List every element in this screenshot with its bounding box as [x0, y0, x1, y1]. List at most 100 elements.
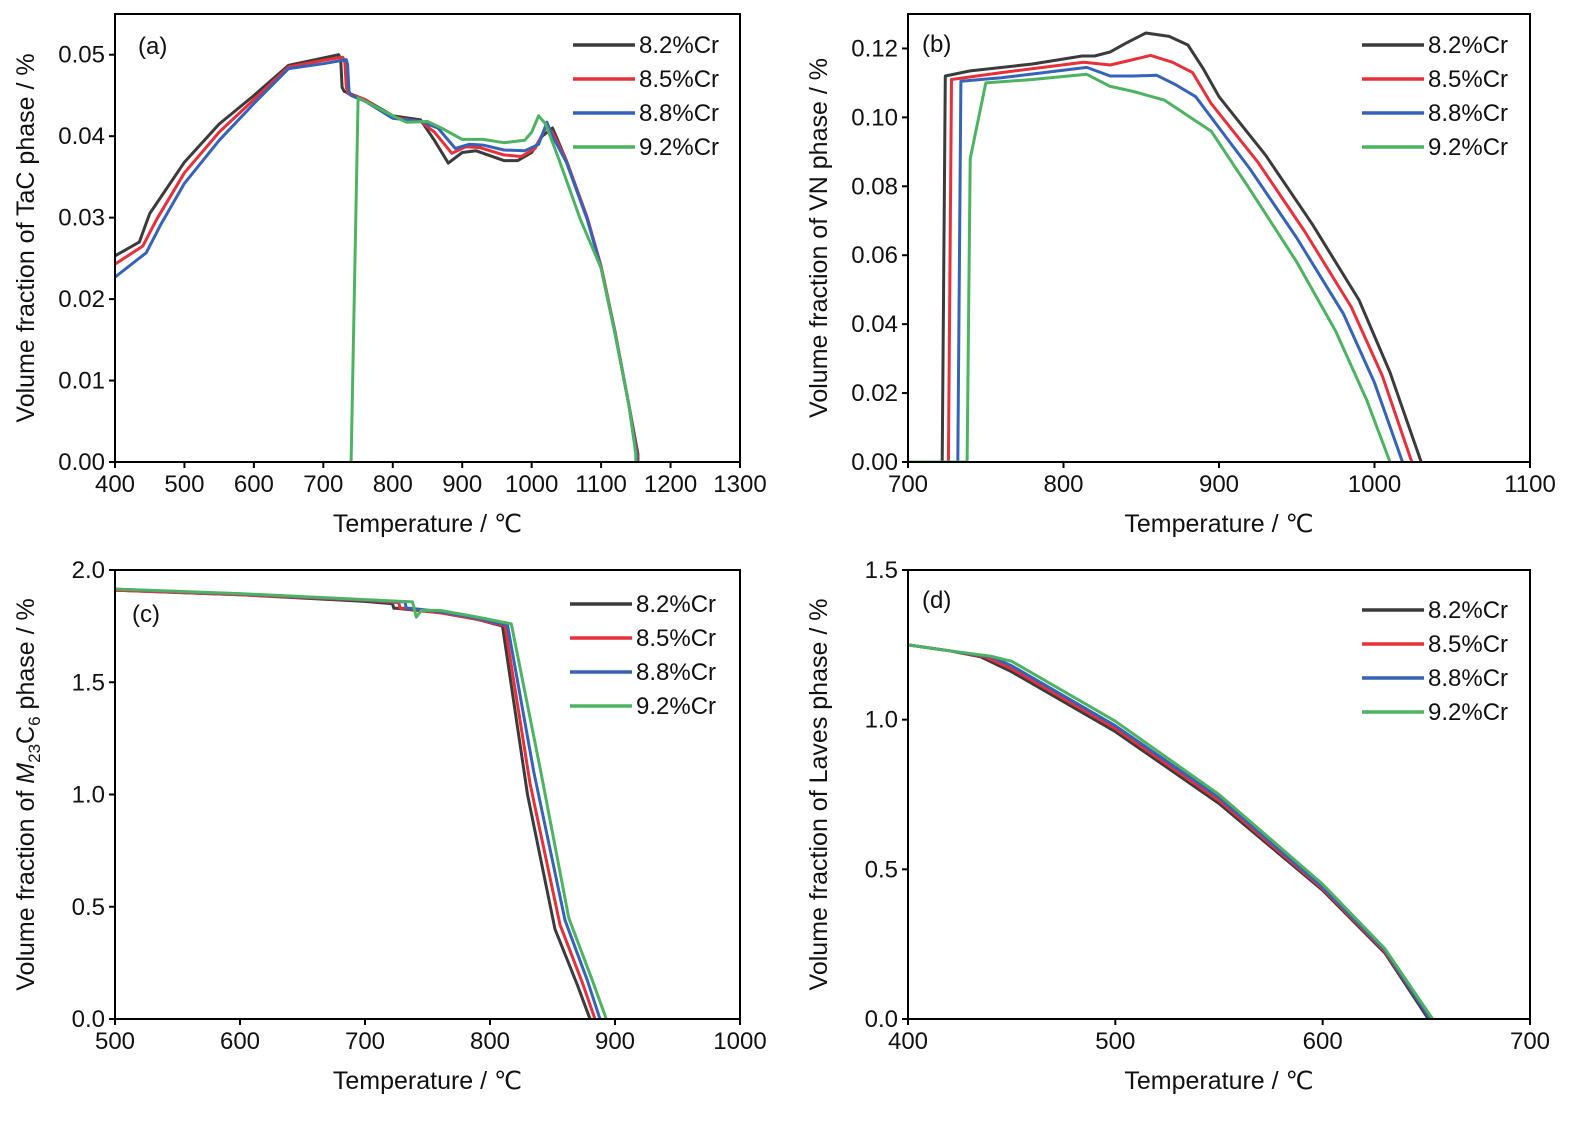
series-line-8.2pct-cr — [908, 31, 1423, 462]
y-tick-label: 0.05 — [58, 42, 105, 69]
panel-label-b: (b) — [922, 31, 951, 58]
legend-c: 8.2%Cr 8.5%Cr 8.8%Cr 9.2%Cr — [570, 591, 716, 720]
series-line-9.2pct-cr — [349, 96, 638, 462]
plot-area-b — [908, 31, 1423, 462]
x-tick-label: 700 — [345, 1028, 385, 1055]
series-line-8.5pct-cr — [115, 588, 597, 1019]
y-axis-title: Volume fraction of Laves phase / % — [805, 599, 833, 991]
series-line-8.8pct-cr — [908, 643, 1432, 1019]
plot-area-d — [908, 643, 1435, 1019]
legend-label: 8.2%Cr — [639, 32, 719, 59]
legend-label: 9.2%Cr — [639, 134, 719, 161]
x-tick-label: 1000 — [713, 1028, 766, 1055]
series-line-8.5pct-cr — [908, 643, 1432, 1019]
y-tick-label: 0.04 — [58, 123, 105, 150]
y-tick-label: 1.0 — [865, 707, 898, 734]
legend-a: 8.2%Cr 8.5%Cr 8.8%Cr 9.2%Cr — [573, 32, 719, 161]
y-tick-label: 0.10 — [851, 104, 898, 131]
y-tick-label: 0.12 — [851, 35, 898, 62]
x-tick-label: 900 — [442, 471, 482, 498]
y-tick-label: 0.04 — [851, 311, 898, 338]
plot-area-a — [115, 53, 640, 462]
panel-d: 400 500 600 700 0.0 0.5 1.0 1.5 Temperature / ℃ V… — [805, 557, 1550, 1095]
x-tick-label: 700 — [888, 471, 928, 498]
legend-label: 8.5%Cr — [636, 625, 716, 652]
y-tick-label: 0.0 — [72, 1006, 105, 1033]
y-tick-label: 0.5 — [865, 856, 898, 883]
series-line-8.8pct-cr — [115, 587, 602, 1019]
legend-d: 8.2%Cr 8.5%Cr 8.8%Cr 9.2%Cr — [1362, 597, 1508, 726]
x-tick-label: 400 — [888, 1028, 928, 1055]
y-tick-label: 0.01 — [58, 368, 105, 395]
x-tick-label: 500 — [164, 471, 204, 498]
y-axis-title: Volume fraction of TaC phase / % — [12, 53, 40, 422]
x-tick-label: 1000 — [1348, 471, 1401, 498]
series-line-8.8pct-cr — [908, 65, 1404, 462]
x-tick-label: 600 — [220, 1028, 260, 1055]
x-axis-title: Temperature / ℃ — [1124, 1067, 1313, 1095]
panel-a: 400 500 600 700 800 900 1000 1100 1200 1300 0.00 0.… — [12, 13, 767, 538]
x-axis-title: Temperature / ℃ — [333, 510, 522, 538]
series-line-8.2pct-cr — [115, 53, 640, 462]
y-tick-label: 0.0 — [865, 1006, 898, 1033]
plot-area-c — [115, 587, 608, 1019]
x-tick-label: 600 — [1303, 1028, 1343, 1055]
series-line-8.5pct-cr — [908, 53, 1414, 462]
x-tick-label: 500 — [95, 1028, 135, 1055]
panel-label-a: (a) — [138, 33, 167, 60]
legend-label: 8.2%Cr — [636, 591, 716, 618]
x-tick-label: 700 — [303, 471, 343, 498]
y-tick-label: 0.08 — [851, 173, 898, 200]
series-line-9.2pct-cr — [908, 72, 1392, 462]
y-tick-label: 0.00 — [851, 449, 898, 476]
x-tick-label: 400 — [95, 471, 135, 498]
x-tick-label: 1100 — [1504, 471, 1556, 498]
series-line-8.5pct-cr — [115, 55, 639, 462]
x-tick-label: 1100 — [575, 471, 627, 498]
legend-label: 8.8%Cr — [1428, 665, 1508, 692]
panel-label-c: (c) — [132, 601, 160, 628]
y-axis-title: Volume fraction of M23C6 phase / % — [12, 598, 44, 990]
x-tick-label: 900 — [595, 1028, 635, 1055]
x-tick-label: 600 — [234, 471, 274, 498]
legend-label: 9.2%Cr — [636, 693, 716, 720]
y-tick-label: 1.5 — [72, 669, 105, 696]
x-tick-label: 800 — [470, 1028, 510, 1055]
legend-b: 8.2%Cr 8.5%Cr 8.8%Cr 9.2%Cr — [1362, 32, 1508, 161]
legend-label: 8.5%Cr — [1428, 631, 1508, 658]
y-axis-title: Volume fraction of VN phase / % — [805, 58, 833, 418]
x-tick-label: 800 — [373, 471, 413, 498]
x-tick-label: 1000 — [505, 471, 558, 498]
y-tick-label: 1.0 — [72, 782, 105, 809]
legend-label: 8.2%Cr — [1428, 597, 1508, 624]
x-axis-title: Temperature / ℃ — [333, 1067, 522, 1095]
x-tick-label: 1300 — [713, 471, 766, 498]
panel-label-d: (d) — [922, 587, 951, 614]
series-line-9.2pct-cr — [115, 587, 608, 1019]
panel-c: 500 600 700 800 900 1000 0.0 0.5 1.0 1.5 2.0 Temper… — [12, 557, 767, 1095]
y-tick-label: 0.00 — [58, 449, 105, 476]
legend-label: 8.8%Cr — [639, 100, 719, 127]
x-axis-title: Temperature / ℃ — [1124, 510, 1313, 538]
legend-label: 8.5%Cr — [1428, 66, 1508, 93]
y-tick-label: 0.02 — [58, 286, 105, 313]
series-line-9.2pct-cr — [908, 643, 1435, 1019]
x-tick-label: 700 — [1510, 1028, 1550, 1055]
series-line-8.2pct-cr — [908, 643, 1430, 1019]
panel-b: 700 800 900 1000 1100 0.00 0.02 0.04 0.06 0.08 0.1… — [805, 13, 1556, 538]
x-tick-label: 900 — [1199, 471, 1239, 498]
series-line-8.8pct-cr — [115, 58, 638, 462]
legend-label: 9.2%Cr — [1428, 134, 1508, 161]
y-tick-label: 0.03 — [58, 205, 105, 232]
y-tick-label: 0.5 — [72, 894, 105, 921]
x-tick-label: 500 — [1095, 1028, 1135, 1055]
legend-label: 8.8%Cr — [636, 659, 716, 686]
y-tick-label: 1.5 — [865, 557, 898, 584]
x-tick-label: 1200 — [644, 471, 697, 498]
plot-frame — [907, 569, 1531, 1020]
y-tick-label: 2.0 — [72, 557, 105, 584]
legend-label: 8.5%Cr — [639, 66, 719, 93]
legend-label: 8.8%Cr — [1428, 100, 1508, 127]
y-tick-label: 0.02 — [851, 380, 898, 407]
